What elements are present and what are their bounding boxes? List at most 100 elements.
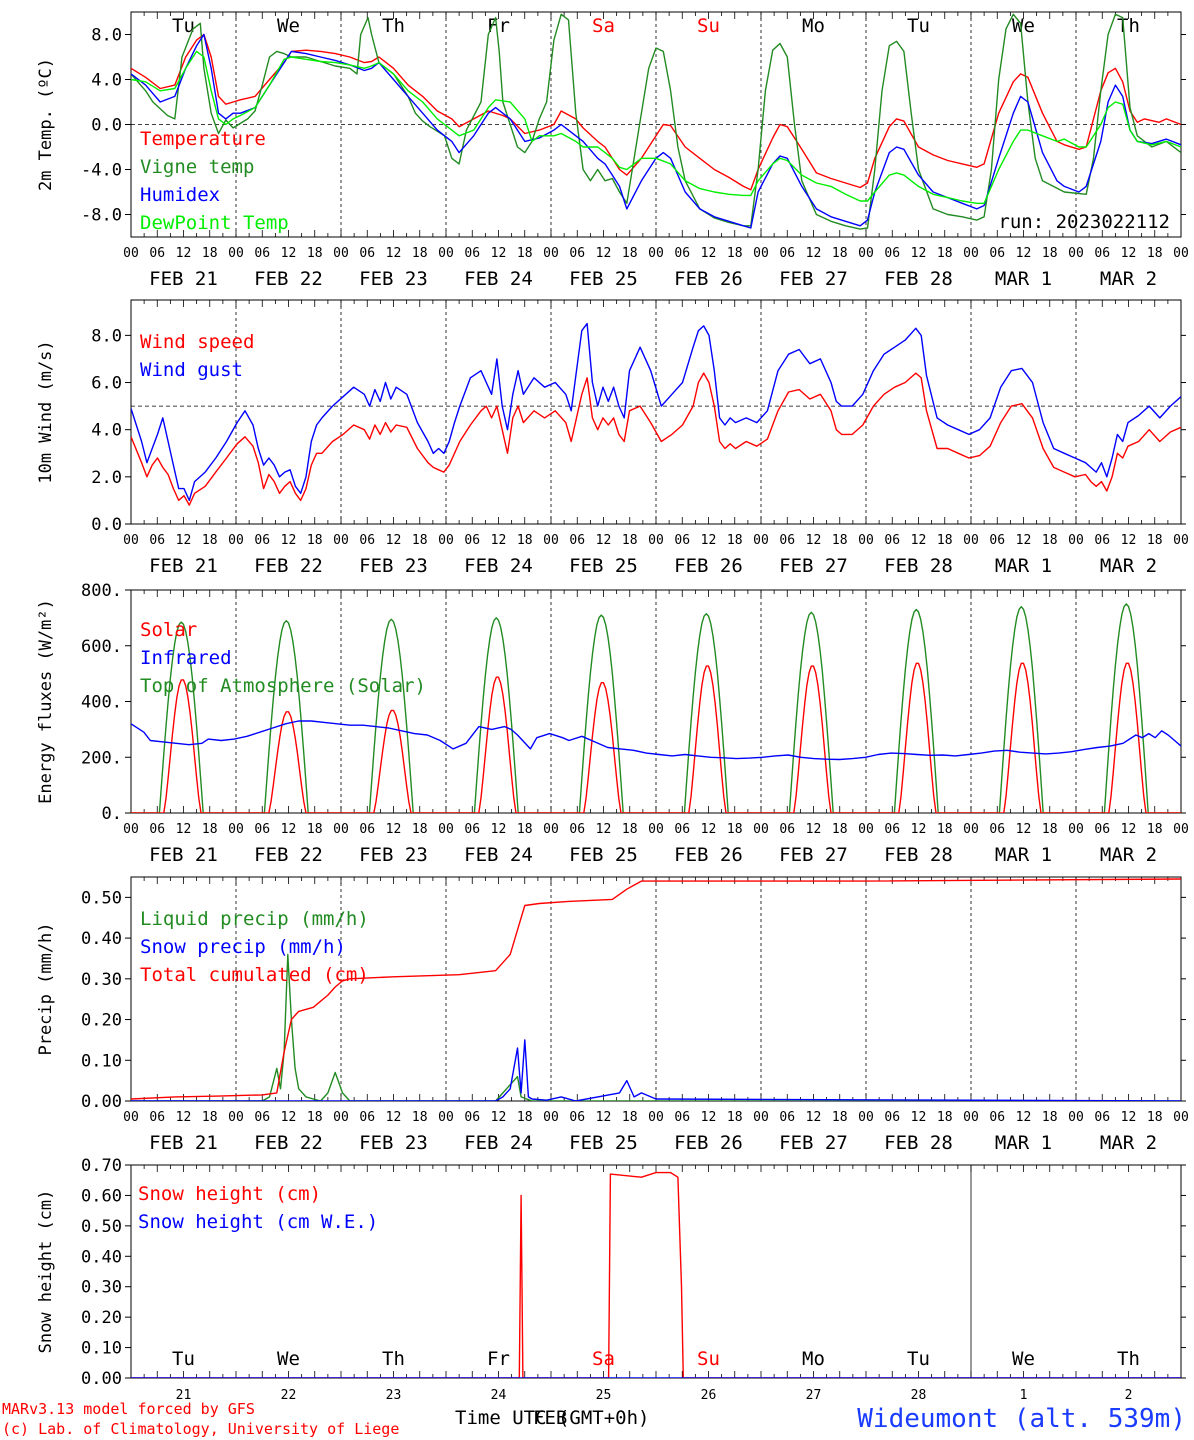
y-tick-label: 0.40: [81, 929, 122, 949]
hour-label: 18: [832, 1110, 848, 1125]
hour-label: 18: [1147, 533, 1163, 548]
hour-label: 00: [228, 1110, 244, 1125]
hour-label: 18: [307, 1110, 323, 1125]
day-label: Su: [697, 1348, 720, 1370]
day-label: Su: [697, 15, 720, 37]
hour-label: 18: [1042, 1110, 1058, 1125]
hour-label: 18: [307, 533, 323, 548]
hour-label: 06: [464, 1110, 480, 1125]
hour-label: 18: [937, 246, 953, 261]
date-label: FEB 21: [149, 1132, 218, 1154]
wind-panel: 0.0 2.0 4.0 6.0 8.0 10m Wind (m/s) 00 06 12 18 00 0…: [36, 299, 1189, 577]
hour-label: 12: [386, 533, 402, 548]
y-tick-label: 0.50: [81, 1217, 122, 1237]
hour-label: 00: [1068, 822, 1084, 837]
series-total-cumulated-cm-: [131, 878, 1181, 1100]
series-dewpoint-temp: [131, 50, 1181, 205]
hour-label: 12: [491, 1110, 507, 1125]
series-wind-gust: [131, 322, 1181, 502]
hour-label: 00: [858, 246, 874, 261]
date-label: FEB 24: [464, 268, 533, 290]
hour-label: 06: [254, 822, 270, 837]
hour-label: 18: [1147, 1110, 1163, 1125]
date-label: FEB 26: [674, 268, 743, 290]
legend-entry: Snow height (cm W.E.): [138, 1211, 378, 1233]
hour-label: 12: [176, 1110, 192, 1125]
hour-label: 18: [202, 1110, 218, 1125]
hour-label: 00: [753, 533, 769, 548]
hour-label: 18: [1147, 822, 1163, 837]
snow-panel: 0.00 0.10 0.20 0.30 0.40 0.50 0.60 0.70 Snow hei…: [36, 1156, 1186, 1403]
day-number: 24: [491, 1388, 507, 1403]
hour-label: 00: [438, 1110, 454, 1125]
day-label: We: [277, 1348, 300, 1370]
hour-label: 12: [1016, 533, 1032, 548]
station-name: Wideumont (alt. 539m): [857, 1404, 1186, 1434]
hour-label: 00: [1173, 822, 1189, 837]
hour-label: 06: [884, 533, 900, 548]
hour-label: 12: [596, 1110, 612, 1125]
day-number: 22: [281, 1388, 297, 1403]
hour-label: 12: [386, 822, 402, 837]
legend-entry: Snow height (cm): [138, 1183, 321, 1205]
y-tick-label: 0.30: [81, 1278, 122, 1298]
day-label: Fr: [487, 15, 510, 37]
hour-label: 00: [123, 246, 139, 261]
day-label: Th: [1117, 15, 1140, 37]
hour-label: 06: [464, 822, 480, 837]
hour-label: 12: [491, 533, 507, 548]
hour-label: 06: [1094, 822, 1110, 837]
hour-label: 00: [333, 822, 349, 837]
date-label: FEB 23: [359, 268, 428, 290]
date-label: FEB 25: [569, 268, 638, 290]
time-axis-title: Time UTC (GMT+0h): [455, 1407, 649, 1429]
y-tick-label: -4.0: [81, 161, 122, 181]
y-tick-label: 0.: [102, 804, 122, 824]
hour-label: 00: [858, 533, 874, 548]
hour-label: 06: [149, 246, 165, 261]
y-tick-label: 0.00: [81, 1092, 122, 1112]
hour-label: 06: [569, 1110, 585, 1125]
date-label: FEB 25: [569, 555, 638, 577]
day-label: Sa: [592, 1348, 615, 1370]
date-label: FEB 24: [464, 555, 533, 577]
hour-label: 00: [228, 533, 244, 548]
hour-label: 06: [254, 1110, 270, 1125]
hour-label: 18: [832, 822, 848, 837]
date-label: FEB 21: [149, 555, 218, 577]
date-label: FEB 23: [359, 1132, 428, 1154]
hour-label: 00: [1173, 533, 1189, 548]
hour-label: 18: [832, 533, 848, 548]
legend-entry: Top of Atmosphere (Solar): [140, 675, 426, 697]
hour-label: 06: [1094, 1110, 1110, 1125]
hour-label: 06: [674, 533, 690, 548]
y-axis-label: Precip (mm/h): [36, 922, 56, 1055]
date-label: FEB 22: [254, 268, 323, 290]
hour-label: 00: [753, 822, 769, 837]
hour-label: 12: [701, 533, 717, 548]
day-label: Th: [1117, 1348, 1140, 1370]
hour-label: 12: [386, 1110, 402, 1125]
hour-label: 18: [412, 822, 428, 837]
date-label: FEB 28: [884, 555, 953, 577]
model-credit: MARv3.13 model forced by GFS: [2, 1400, 255, 1418]
date-label: MAR 1: [995, 844, 1052, 866]
date-label: FEB 28: [884, 268, 953, 290]
day-label: We: [1012, 15, 1035, 37]
hour-label: 18: [937, 1110, 953, 1125]
date-label: MAR 2: [1100, 555, 1157, 577]
series-humidex: [131, 33, 1181, 229]
hour-label: 00: [543, 533, 559, 548]
hour-label: 18: [832, 246, 848, 261]
y-tick-label: 0.10: [81, 1339, 122, 1359]
series-wind-speed: [131, 372, 1181, 506]
hour-label: 00: [333, 533, 349, 548]
hour-label: 12: [1121, 822, 1137, 837]
hour-label: 12: [806, 822, 822, 837]
time-axis-overlap: FEB: [533, 1407, 567, 1429]
hour-label: 18: [517, 1110, 533, 1125]
hour-label: 18: [1042, 246, 1058, 261]
y-tick-label: 8.0: [91, 326, 122, 346]
hour-label: 18: [727, 246, 743, 261]
